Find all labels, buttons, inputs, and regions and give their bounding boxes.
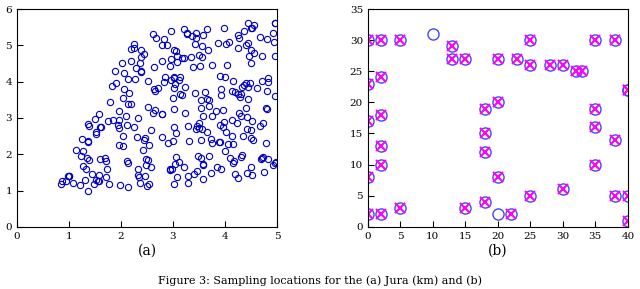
X-axis label: (b): (b) — [488, 243, 508, 257]
X-axis label: (a): (a) — [138, 243, 157, 257]
Text: Figure 3: Sampling locations for the (a) Jura (km) and (b): Figure 3: Sampling locations for the (a)… — [158, 275, 482, 286]
